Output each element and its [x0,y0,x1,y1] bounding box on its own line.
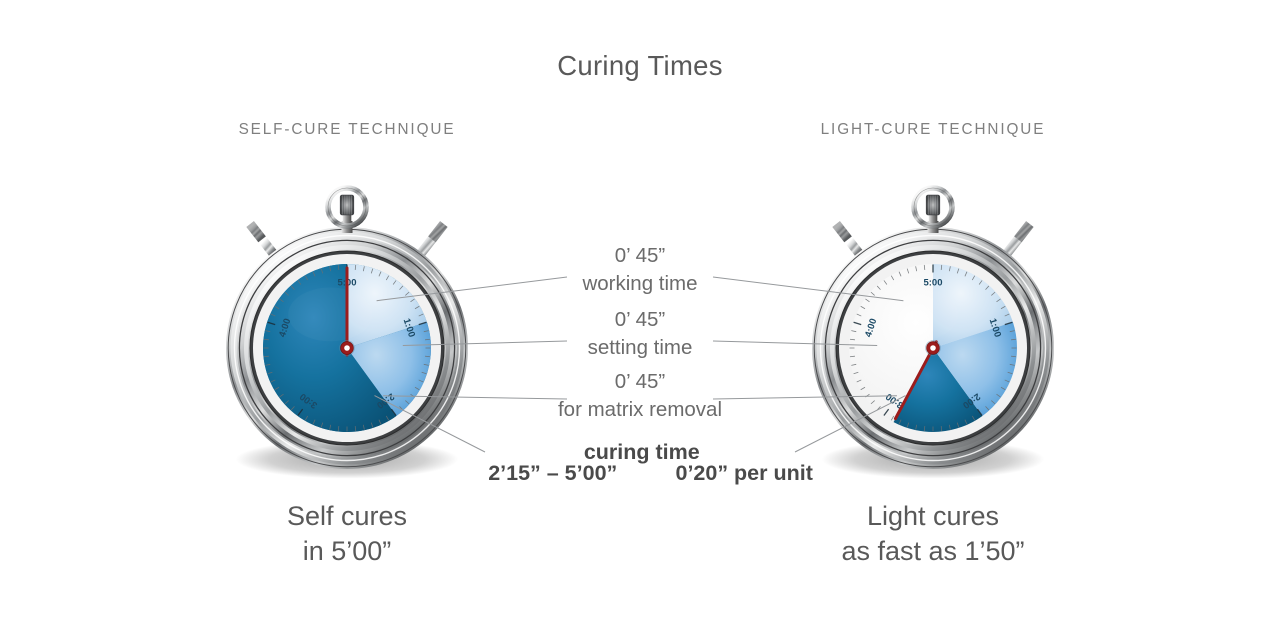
svg-text:5:00: 5:00 [923,278,942,289]
